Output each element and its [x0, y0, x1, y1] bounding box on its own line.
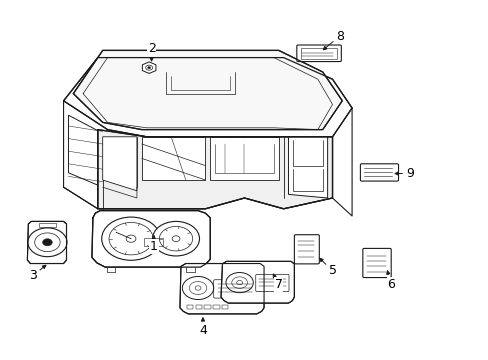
Circle shape: [147, 67, 150, 69]
Bar: [222, 305, 228, 309]
Polygon shape: [92, 211, 210, 267]
Text: 3: 3: [29, 265, 46, 282]
Text: 1: 1: [150, 236, 158, 253]
Circle shape: [102, 217, 160, 260]
Polygon shape: [142, 62, 156, 73]
Polygon shape: [102, 137, 137, 191]
Text: 5: 5: [319, 258, 336, 277]
Polygon shape: [210, 137, 278, 180]
Text: 6: 6: [386, 271, 394, 291]
Text: 9: 9: [394, 167, 413, 180]
Circle shape: [182, 276, 213, 300]
Circle shape: [42, 239, 52, 246]
Polygon shape: [98, 130, 332, 209]
Circle shape: [152, 221, 199, 256]
Bar: [213, 305, 219, 309]
FancyBboxPatch shape: [362, 248, 390, 278]
Text: 4: 4: [199, 318, 206, 337]
Circle shape: [225, 273, 253, 293]
Text: 8: 8: [323, 30, 343, 50]
Bar: [204, 305, 210, 309]
FancyBboxPatch shape: [294, 235, 319, 264]
Bar: [195, 305, 202, 309]
Text: 7: 7: [273, 274, 282, 291]
Polygon shape: [27, 221, 66, 264]
FancyBboxPatch shape: [296, 45, 341, 62]
Bar: [186, 305, 193, 309]
FancyBboxPatch shape: [360, 164, 398, 181]
Polygon shape: [73, 50, 342, 130]
Polygon shape: [221, 261, 294, 303]
Text: 2: 2: [147, 42, 155, 61]
Polygon shape: [63, 58, 351, 137]
Polygon shape: [288, 137, 327, 198]
Polygon shape: [142, 137, 205, 180]
Bar: [300, 48, 337, 59]
Bar: [39, 223, 56, 227]
Polygon shape: [180, 264, 264, 314]
Bar: [144, 238, 163, 246]
Polygon shape: [68, 115, 102, 187]
Circle shape: [28, 228, 67, 257]
